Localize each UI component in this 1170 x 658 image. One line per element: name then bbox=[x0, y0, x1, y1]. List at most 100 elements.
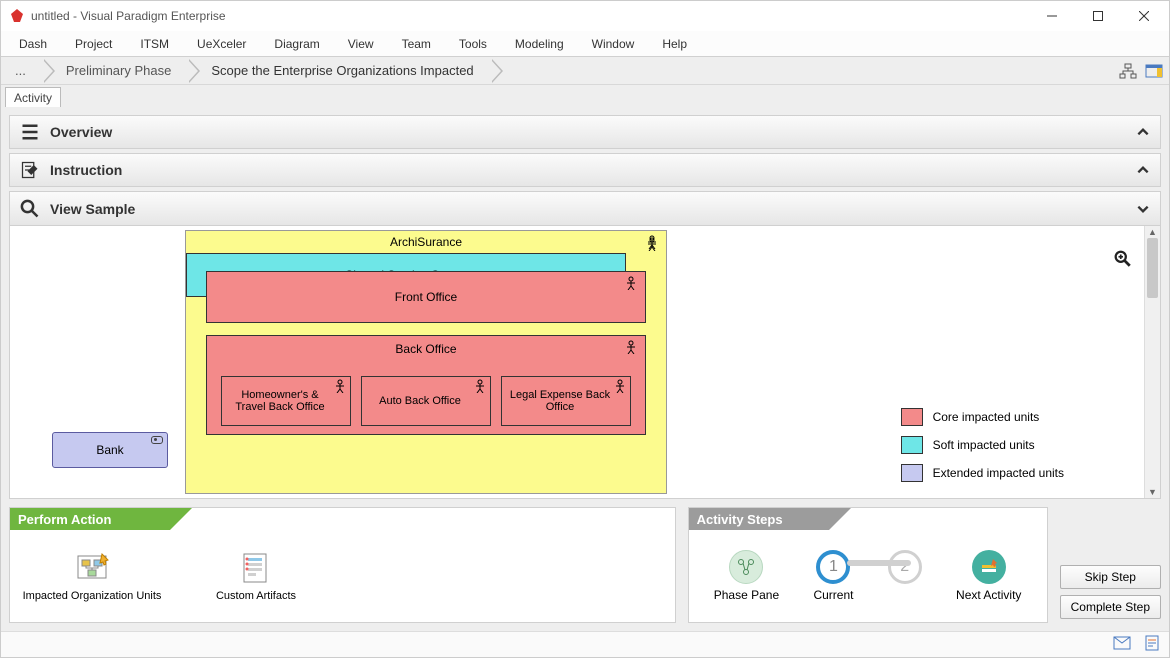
org-units-icon bbox=[74, 550, 110, 586]
artifacts-icon bbox=[238, 550, 274, 586]
menu-help[interactable]: Help bbox=[648, 33, 701, 55]
overview-title: Overview bbox=[50, 124, 1136, 140]
front-office-node[interactable]: Front Office bbox=[206, 271, 646, 323]
instruction-icon bbox=[20, 160, 40, 180]
next-activity-icon bbox=[972, 550, 1006, 584]
steps-body: Phase Pane 1 Current 2 Next Activity bbox=[689, 530, 1047, 622]
perform-action-header: Perform Action bbox=[10, 508, 170, 530]
menu-project[interactable]: Project bbox=[61, 33, 126, 55]
back-office-node[interactable]: Back Office Homeowner's & Travel Back Of… bbox=[206, 335, 646, 435]
menu-team[interactable]: Team bbox=[388, 33, 445, 55]
legend-item: Soft impacted units bbox=[901, 436, 1064, 454]
swatch bbox=[901, 408, 923, 426]
actor-icon bbox=[474, 379, 486, 396]
menu-diagram[interactable]: Diagram bbox=[260, 33, 333, 55]
document-icon[interactable] bbox=[1145, 635, 1159, 654]
breadcrumb-phase[interactable]: Preliminary Phase bbox=[44, 60, 190, 82]
legal-node[interactable]: Legal Expense Back Office bbox=[501, 376, 631, 426]
instruction-title: Instruction bbox=[50, 162, 1136, 178]
view-sample-title: View Sample bbox=[50, 201, 1136, 217]
menu-window[interactable]: Window bbox=[578, 33, 649, 55]
phase-pane-step[interactable]: Phase Pane bbox=[714, 550, 779, 602]
front-office-label: Front Office bbox=[207, 272, 645, 304]
actor-icon bbox=[614, 379, 626, 396]
step-label: Current bbox=[813, 588, 853, 602]
breadcrumb-activity[interactable]: Scope the Enterprise Organizations Impac… bbox=[189, 60, 491, 82]
complete-step-button[interactable]: Complete Step bbox=[1060, 595, 1161, 619]
window-title: untitled - Visual Paradigm Enterprise bbox=[31, 9, 1029, 23]
scroll-up-icon[interactable]: ▲ bbox=[1145, 226, 1160, 238]
section-view-sample[interactable]: View Sample bbox=[9, 191, 1161, 225]
actor-icon bbox=[646, 235, 658, 252]
maximize-button[interactable] bbox=[1075, 1, 1121, 31]
skip-step-button[interactable]: Skip Step bbox=[1060, 565, 1161, 589]
step-buttons: Skip Step Complete Step bbox=[1060, 507, 1161, 623]
homeowner-node[interactable]: Homeowner's & Travel Back Office bbox=[221, 376, 351, 426]
section-instruction[interactable]: Instruction bbox=[9, 153, 1161, 187]
hierarchy-icon[interactable] bbox=[1117, 60, 1139, 82]
bank-node[interactable]: Bank bbox=[52, 432, 168, 468]
current-step-number: 1 bbox=[816, 550, 850, 584]
sub-label: Homeowner's & Travel Back Office bbox=[226, 389, 334, 413]
custom-artifacts-button[interactable]: Custom Artifacts bbox=[186, 550, 326, 602]
menu-uexceler[interactable]: UeXceler bbox=[183, 33, 260, 55]
menu-itsm[interactable]: ITSM bbox=[126, 33, 183, 55]
phase-pane-icon bbox=[729, 550, 763, 584]
current-step[interactable]: 1 Current bbox=[813, 550, 853, 602]
auto-node[interactable]: Auto Back Office bbox=[361, 376, 491, 426]
actor-icon bbox=[625, 340, 637, 357]
legend-label: Extended impacted units bbox=[933, 466, 1064, 480]
legend-label: Core impacted units bbox=[933, 410, 1040, 424]
bottom-row: Perform Action Impacted Organization Uni… bbox=[9, 507, 1161, 623]
activity-steps-header: Activity Steps bbox=[689, 508, 829, 530]
statusbar bbox=[1, 631, 1169, 657]
tab-activity[interactable]: Activity bbox=[5, 87, 61, 107]
breadcrumb-root[interactable]: ... bbox=[5, 60, 44, 82]
window-controls bbox=[1029, 1, 1167, 31]
mail-icon[interactable] bbox=[1113, 636, 1131, 653]
menu-tools[interactable]: Tools bbox=[445, 33, 501, 55]
legend-label: Soft impacted units bbox=[933, 438, 1035, 452]
app-icon bbox=[9, 8, 25, 24]
menu-modeling[interactable]: Modeling bbox=[501, 33, 578, 55]
actor-icon bbox=[334, 379, 346, 396]
legend-item: Core impacted units bbox=[901, 408, 1064, 426]
impacted-org-units-button[interactable]: Impacted Organization Units bbox=[22, 550, 162, 602]
scroll-thumb[interactable] bbox=[1147, 238, 1158, 298]
panel-toggle-icon[interactable] bbox=[1143, 60, 1165, 82]
swatch bbox=[901, 464, 923, 482]
tabbar: Activity bbox=[1, 85, 1169, 107]
collapse-icon bbox=[1136, 163, 1150, 177]
diagram-canvas[interactable]: Bank ArchiSurance Front Office Back Offi… bbox=[10, 226, 1144, 498]
menubar: Dash Project ITSM UeXceler Diagram View … bbox=[1, 31, 1169, 57]
bank-label: Bank bbox=[96, 443, 123, 457]
back-office-label: Back Office bbox=[207, 336, 645, 356]
archisurance-node[interactable]: ArchiSurance Front Office Back Office Ho… bbox=[185, 230, 667, 494]
scroll-down-icon[interactable]: ▼ bbox=[1145, 486, 1160, 498]
step-2[interactable]: 2 bbox=[888, 550, 922, 602]
device-icon bbox=[151, 436, 163, 444]
step-2-number: 2 bbox=[888, 550, 922, 584]
activity-steps-panel: Activity Steps Phase Pane 1 Current 2 bbox=[688, 507, 1048, 623]
vertical-scrollbar[interactable]: ▲ ▼ bbox=[1144, 226, 1160, 498]
minimize-button[interactable] bbox=[1029, 1, 1075, 31]
close-button[interactable] bbox=[1121, 1, 1167, 31]
action-label: Impacted Organization Units bbox=[23, 590, 162, 602]
menu-dash[interactable]: Dash bbox=[5, 33, 61, 55]
action-label: Custom Artifacts bbox=[216, 590, 296, 602]
actor-icon bbox=[625, 276, 637, 293]
collapse-icon bbox=[1136, 125, 1150, 139]
expand-icon bbox=[1136, 202, 1150, 216]
step-label: Phase Pane bbox=[714, 588, 779, 602]
legend: Core impacted units Soft impacted units … bbox=[901, 408, 1064, 492]
step-label: Next Activity bbox=[956, 588, 1021, 602]
next-activity-step[interactable]: Next Activity bbox=[956, 550, 1021, 602]
sub-label: Legal Expense Back Office bbox=[506, 389, 614, 413]
menu-view[interactable]: View bbox=[334, 33, 388, 55]
diagram-container: ▲ ▼ Bank ArchiSurance Front Office Back … bbox=[9, 225, 1161, 499]
section-overview[interactable]: Overview bbox=[9, 115, 1161, 149]
titlebar: untitled - Visual Paradigm Enterprise bbox=[1, 1, 1169, 31]
step-label bbox=[903, 588, 906, 602]
breadcrumb-bar: ... Preliminary Phase Scope the Enterpri… bbox=[1, 57, 1169, 85]
step-connector bbox=[847, 560, 911, 566]
